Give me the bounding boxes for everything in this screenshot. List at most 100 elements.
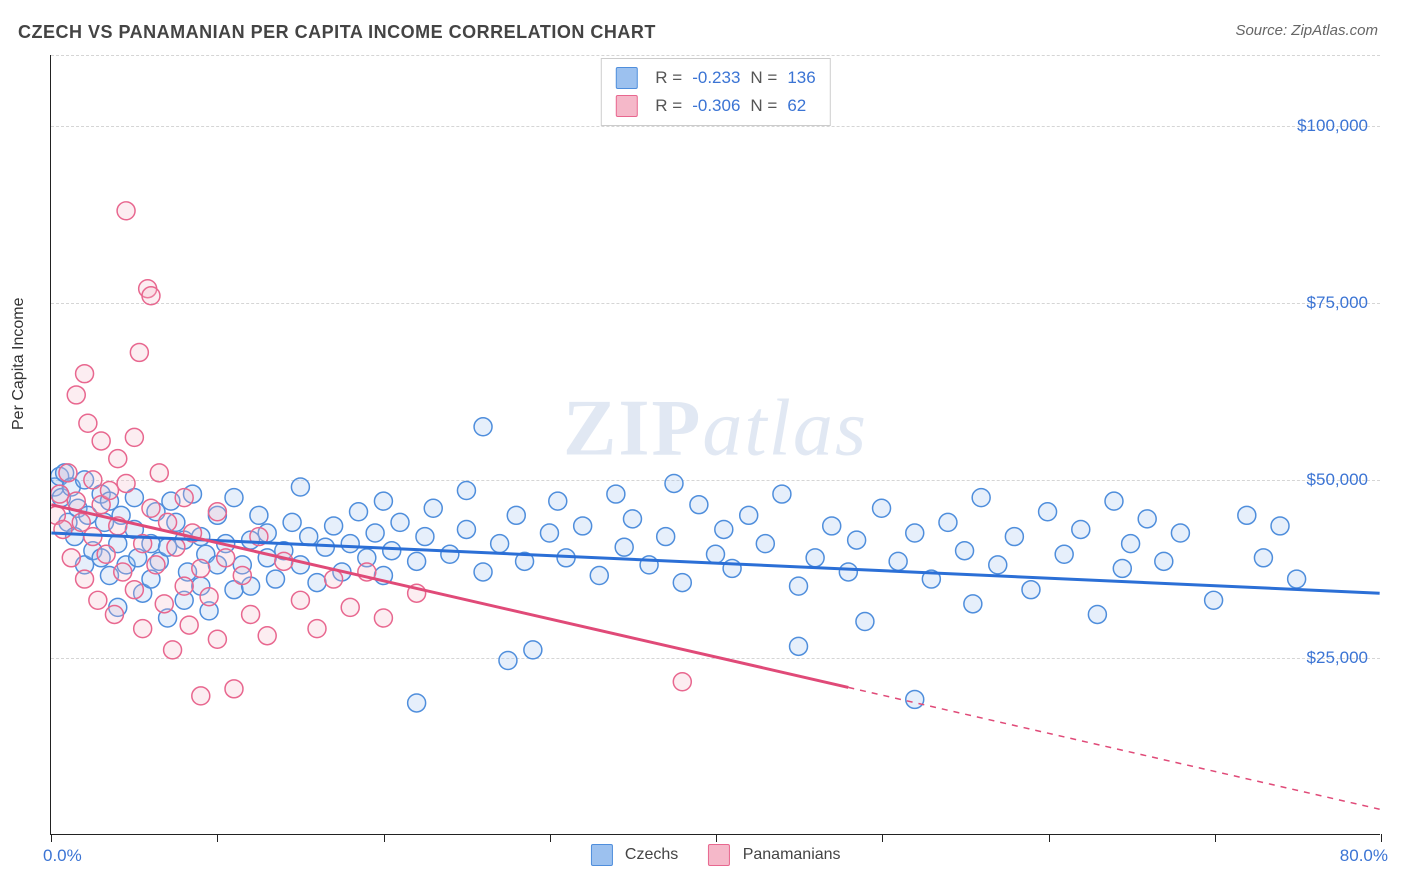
- data-point-czechs: [308, 574, 326, 592]
- data-point-czechs: [773, 485, 791, 503]
- data-point-panamanians: [97, 545, 115, 563]
- legend-swatch-czechs: [590, 844, 612, 866]
- data-point-panamanians: [208, 630, 226, 648]
- legend-stats-N-label-0: N =: [750, 64, 777, 92]
- data-point-panamanians: [258, 627, 276, 645]
- data-point-panamanians: [150, 464, 168, 482]
- data-point-czechs: [540, 524, 558, 542]
- data-point-panamanians: [79, 414, 97, 432]
- data-point-czechs: [1205, 591, 1223, 609]
- data-point-czechs: [964, 595, 982, 613]
- legend-stats-N-val-1: 62: [787, 92, 806, 120]
- data-point-czechs: [374, 492, 392, 510]
- data-point-czechs: [1005, 528, 1023, 546]
- legend-stats-swatch-0: [615, 67, 637, 89]
- legend-item-czechs: Czechs: [590, 844, 678, 866]
- data-point-panamanians: [117, 202, 135, 220]
- data-point-czechs: [291, 556, 309, 574]
- data-point-czechs: [1105, 492, 1123, 510]
- legend-stats-row-1: R = -0.306 N = 62: [615, 92, 815, 120]
- data-point-czechs: [291, 478, 309, 496]
- data-point-czechs: [1138, 510, 1156, 528]
- data-point-czechs: [499, 652, 517, 670]
- data-point-czechs: [856, 613, 874, 631]
- data-point-czechs: [1271, 517, 1289, 535]
- data-point-czechs: [507, 506, 525, 524]
- data-point-czechs: [557, 549, 575, 567]
- data-point-czechs: [1171, 524, 1189, 542]
- data-point-czechs: [1113, 559, 1131, 577]
- data-point-czechs: [341, 535, 359, 553]
- data-point-czechs: [590, 567, 608, 585]
- legend-stats-R-label-0: R =: [655, 64, 682, 92]
- data-point-czechs: [848, 531, 866, 549]
- data-point-czechs: [715, 520, 733, 538]
- data-point-czechs: [956, 542, 974, 560]
- data-point-panamanians: [242, 605, 260, 623]
- x-tick: [882, 834, 883, 842]
- data-point-czechs: [690, 496, 708, 514]
- data-point-czechs: [873, 499, 891, 517]
- legend-stats-N-label-1: N =: [750, 92, 777, 120]
- data-point-czechs: [325, 517, 343, 535]
- x-tick: [550, 834, 551, 842]
- legend-label-czechs: Czechs: [625, 846, 678, 863]
- data-point-panamanians: [114, 563, 132, 581]
- data-point-czechs: [906, 524, 924, 542]
- data-point-czechs: [740, 506, 758, 524]
- data-point-czechs: [1254, 549, 1272, 567]
- data-point-czechs: [1155, 552, 1173, 570]
- data-point-panamanians: [125, 428, 143, 446]
- data-point-panamanians: [180, 616, 198, 634]
- data-point-czechs: [300, 528, 318, 546]
- data-point-panamanians: [325, 570, 343, 588]
- legend-series: Czechs Panamanians: [590, 844, 840, 866]
- x-tick: [384, 834, 385, 842]
- data-point-czechs: [474, 563, 492, 581]
- data-point-czechs: [408, 694, 426, 712]
- data-point-panamanians: [275, 552, 293, 570]
- data-point-panamanians: [142, 287, 160, 305]
- data-point-czechs: [350, 503, 368, 521]
- data-point-czechs: [673, 574, 691, 592]
- data-point-czechs: [790, 637, 808, 655]
- x-tick: [716, 834, 717, 842]
- data-point-panamanians: [374, 609, 392, 627]
- data-point-panamanians: [358, 563, 376, 581]
- data-point-czechs: [316, 538, 334, 556]
- data-point-czechs: [839, 563, 857, 581]
- data-point-panamanians: [84, 471, 102, 489]
- data-point-czechs: [1022, 581, 1040, 599]
- data-point-czechs: [790, 577, 808, 595]
- data-point-panamanians: [142, 499, 160, 517]
- data-point-panamanians: [147, 556, 165, 574]
- legend-stats-row-0: R = -0.233 N = 136: [615, 64, 815, 92]
- chart-title: CZECH VS PANAMANIAN PER CAPITA INCOME CO…: [18, 22, 656, 43]
- data-point-panamanians: [164, 641, 182, 659]
- data-point-panamanians: [341, 598, 359, 616]
- data-point-panamanians: [62, 549, 80, 567]
- data-point-panamanians: [408, 584, 426, 602]
- data-point-czechs: [258, 549, 276, 567]
- data-point-czechs: [615, 538, 633, 556]
- data-point-czechs: [657, 528, 675, 546]
- data-point-czechs: [939, 513, 957, 531]
- data-point-panamanians: [109, 450, 127, 468]
- data-point-panamanians: [167, 538, 185, 556]
- x-tick: [217, 834, 218, 842]
- data-point-panamanians: [105, 605, 123, 623]
- data-point-czechs: [1288, 570, 1306, 588]
- data-point-panamanians: [89, 591, 107, 609]
- data-point-panamanians: [225, 680, 243, 698]
- x-tick: [1381, 834, 1382, 842]
- data-point-panamanians: [175, 577, 193, 595]
- data-point-panamanians: [84, 528, 102, 546]
- legend-stats-swatch-1: [615, 95, 637, 117]
- data-point-czechs: [1055, 545, 1073, 563]
- x-axis-max-label: 80.0%: [1340, 846, 1388, 866]
- data-point-panamanians: [92, 432, 110, 450]
- source-label: Source: ZipAtlas.com: [1235, 22, 1378, 39]
- data-point-czechs: [524, 641, 542, 659]
- data-point-czechs: [441, 545, 459, 563]
- x-tick: [1049, 834, 1050, 842]
